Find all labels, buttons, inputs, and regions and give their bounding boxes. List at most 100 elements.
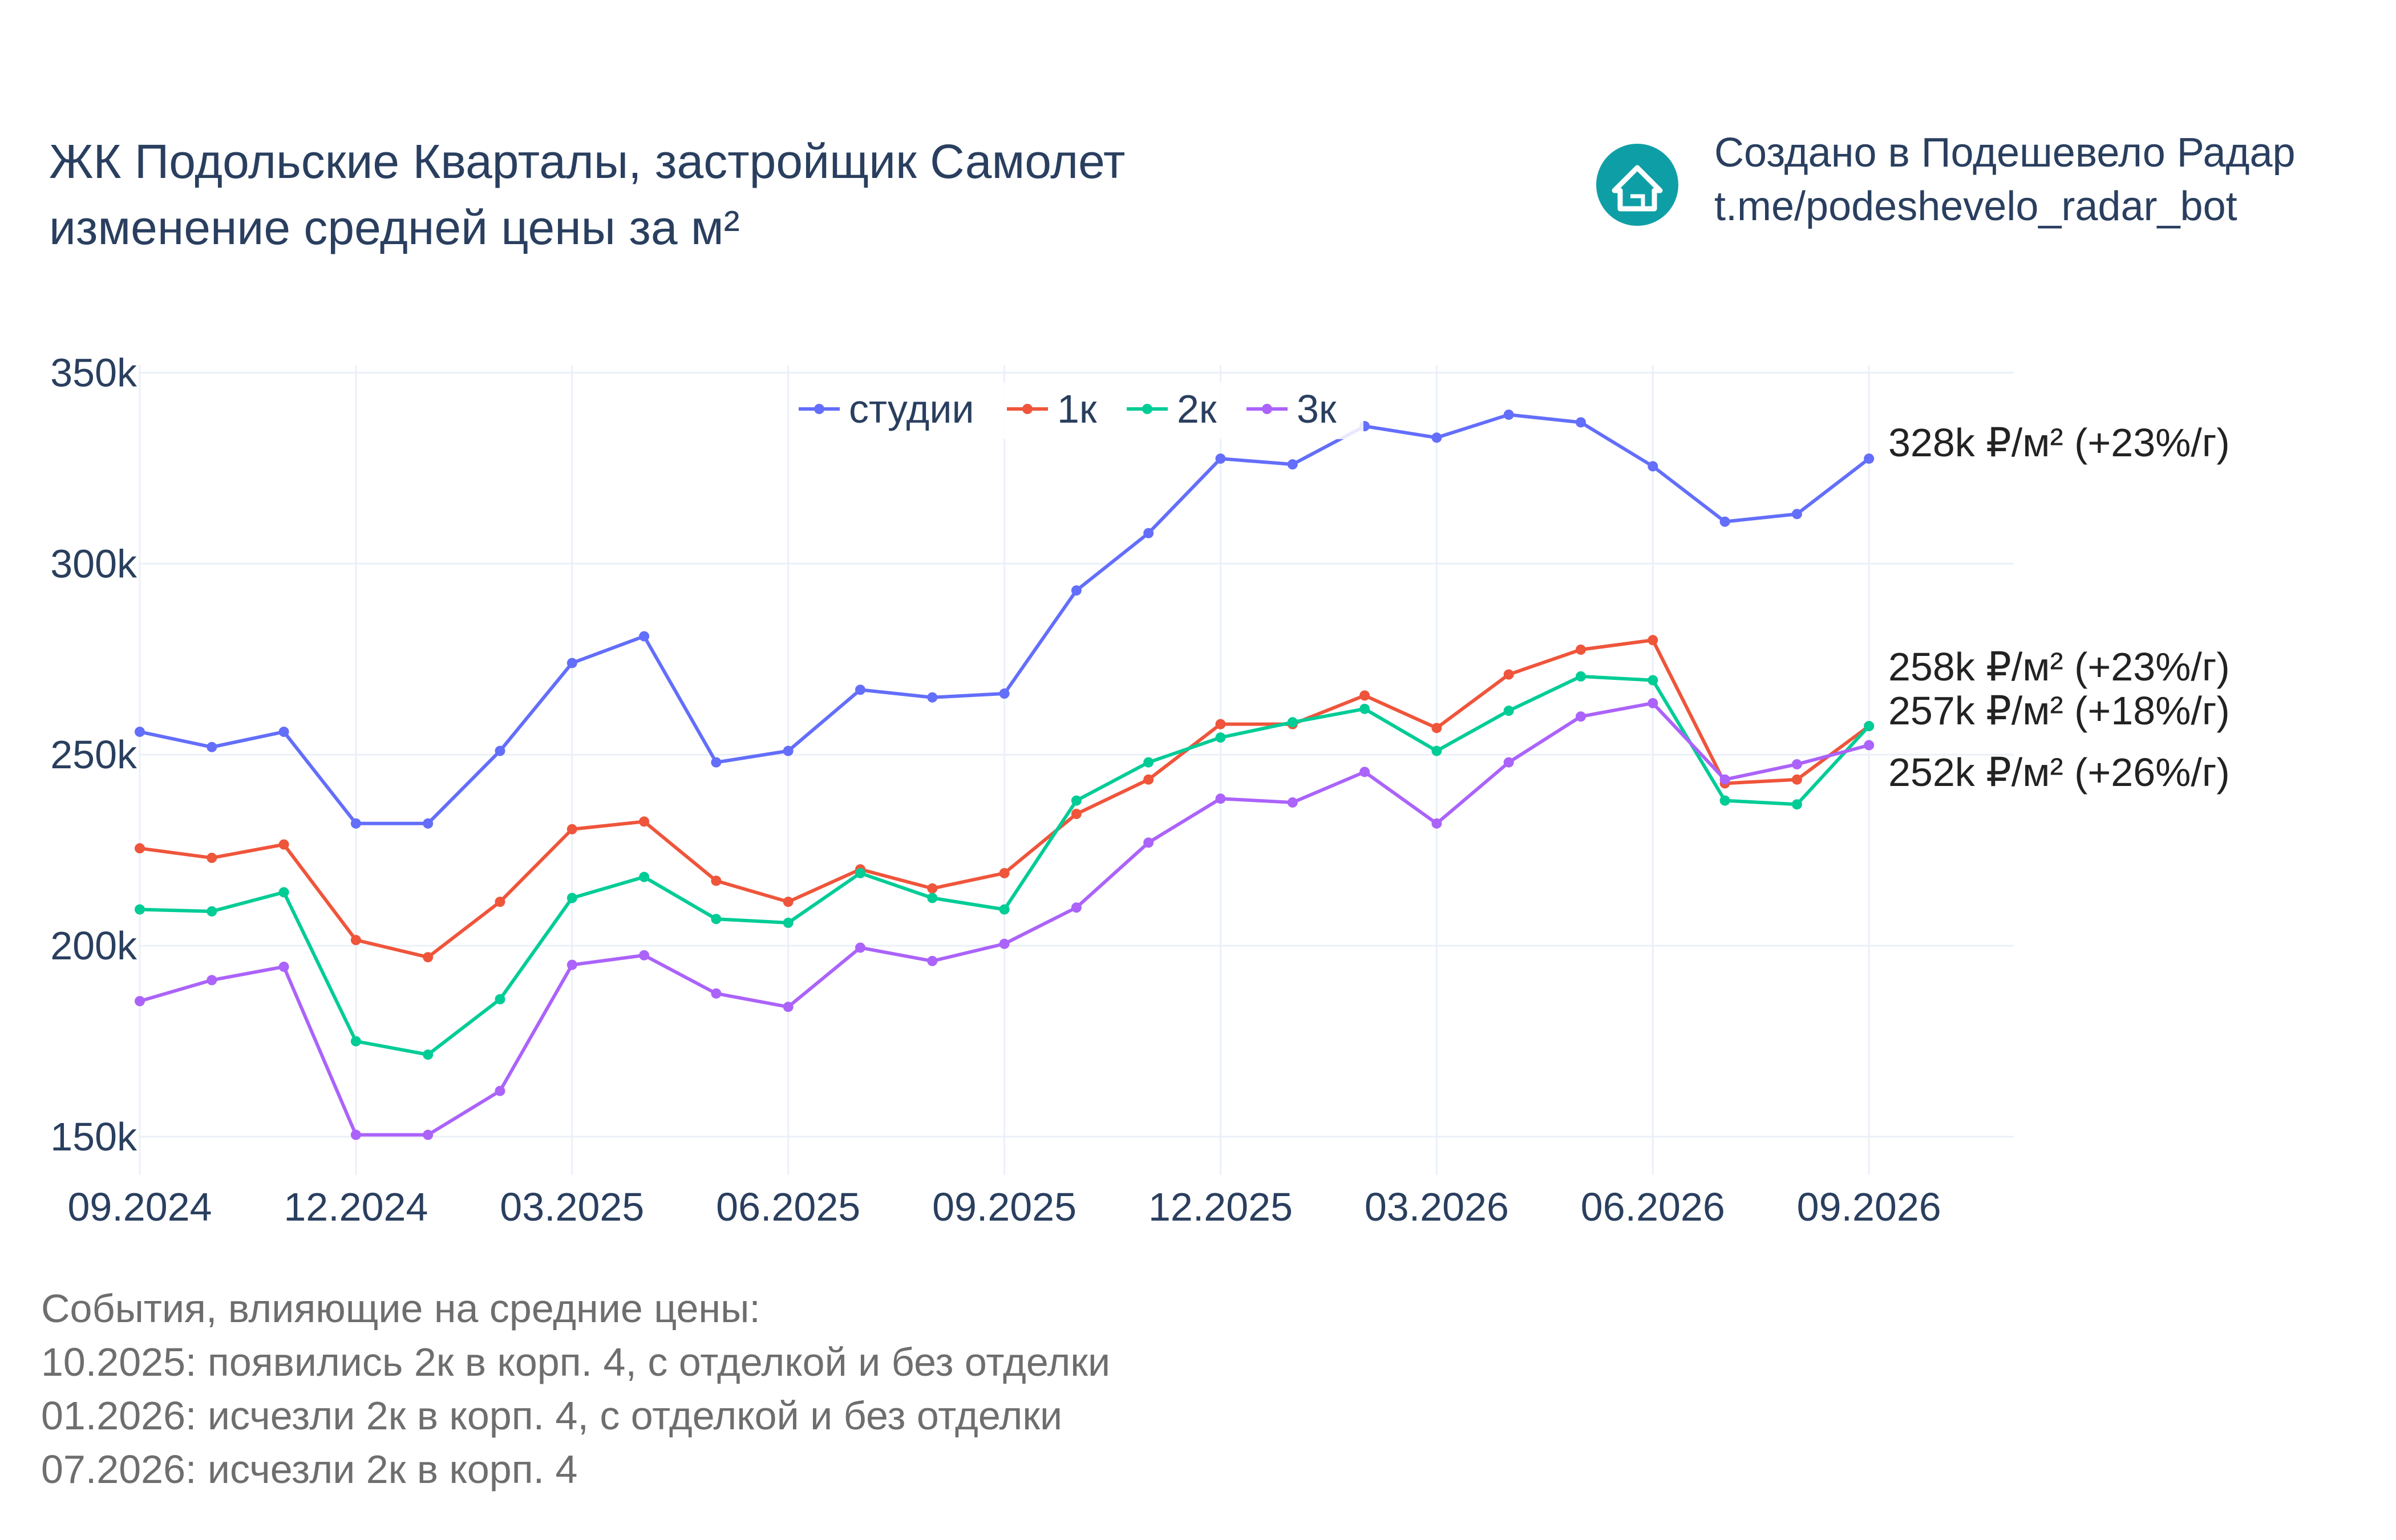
data-point bbox=[1359, 690, 1370, 701]
legend-marker bbox=[1142, 404, 1152, 414]
end-label: 258k ₽/м² (+23%/г) bbox=[1888, 645, 2230, 689]
data-point bbox=[1719, 774, 1730, 785]
data-point bbox=[278, 727, 289, 737]
grid bbox=[139, 365, 2014, 1175]
data-point bbox=[639, 631, 650, 642]
data-point bbox=[1287, 797, 1298, 808]
data-point bbox=[278, 887, 289, 898]
data-point bbox=[350, 1129, 361, 1140]
series-0 bbox=[135, 410, 1875, 829]
data-point bbox=[1576, 671, 1586, 682]
y-tick-label: 150k bbox=[50, 1115, 137, 1159]
end-label: 252k ₽/м² (+26%/г) bbox=[1888, 750, 2230, 795]
data-point bbox=[783, 745, 794, 756]
legend-marker bbox=[814, 404, 824, 414]
data-point bbox=[1071, 902, 1082, 913]
data-point bbox=[999, 688, 1010, 699]
data-point bbox=[495, 745, 505, 756]
data-point bbox=[1719, 795, 1730, 806]
data-point bbox=[1791, 799, 1802, 810]
data-point bbox=[350, 818, 361, 829]
data-point bbox=[1864, 720, 1875, 731]
legend-item[interactable]: студии bbox=[799, 387, 974, 431]
note-item: 01.2026: исчезли 2к в корп. 4, с отделко… bbox=[41, 1393, 1062, 1438]
series-layer bbox=[135, 410, 1875, 1140]
end-labels: 328k ₽/м² (+23%/г) 258k ₽/м² (+23%/г)257k… bbox=[1888, 420, 2230, 795]
x-tick-label: 12.2024 bbox=[284, 1185, 428, 1229]
data-point bbox=[855, 684, 865, 695]
x-tick-label: 12.2025 bbox=[1148, 1185, 1293, 1229]
brand-link[interactable]: t.me/podeshevelo_radar_bot bbox=[1714, 184, 2237, 229]
data-point bbox=[1215, 719, 1226, 730]
data-point bbox=[1503, 757, 1514, 768]
series-2 bbox=[135, 671, 1875, 1060]
data-point bbox=[1071, 795, 1082, 806]
data-point bbox=[495, 1085, 505, 1096]
data-point bbox=[1503, 410, 1514, 420]
data-point bbox=[927, 883, 938, 894]
data-point bbox=[1143, 757, 1154, 768]
x-tick-label: 06.2025 bbox=[716, 1185, 860, 1229]
data-point bbox=[1143, 837, 1154, 848]
legend-label: 3к bbox=[1297, 387, 1337, 431]
data-point bbox=[207, 906, 217, 917]
data-point bbox=[566, 893, 577, 903]
data-point bbox=[999, 904, 1010, 915]
data-point bbox=[1143, 774, 1154, 785]
data-point bbox=[495, 994, 505, 1004]
data-point bbox=[1431, 818, 1442, 829]
x-tick-label: 03.2026 bbox=[1365, 1185, 1509, 1229]
x-tick-label: 09.2025 bbox=[932, 1185, 1076, 1229]
data-point bbox=[278, 839, 289, 850]
data-point bbox=[566, 658, 577, 668]
legend-marker bbox=[1262, 404, 1272, 414]
legend-item[interactable]: 1к bbox=[1007, 387, 1097, 431]
data-point bbox=[711, 757, 722, 768]
legend: студии 1к 2к 3к bbox=[793, 382, 1363, 439]
legend-item[interactable]: 2к bbox=[1127, 387, 1217, 431]
legend-label: 2к bbox=[1177, 387, 1217, 431]
y-tick-label: 300k bbox=[50, 541, 137, 586]
note-item: 07.2026: исчезли 2к в корп. 4 bbox=[41, 1447, 577, 1492]
x-tick-label: 09.2026 bbox=[1797, 1185, 1941, 1229]
data-point bbox=[1864, 740, 1875, 751]
data-point bbox=[783, 897, 794, 907]
data-point bbox=[1791, 774, 1802, 785]
data-point bbox=[711, 876, 722, 886]
data-point bbox=[207, 853, 217, 864]
data-point bbox=[855, 942, 865, 953]
chart-title-line2: изменение средней цены за м² bbox=[49, 201, 740, 254]
brand-logo[interactable] bbox=[1596, 144, 1678, 226]
data-point bbox=[135, 843, 145, 854]
data-point bbox=[135, 904, 145, 915]
y-tick-label: 250k bbox=[50, 732, 137, 777]
data-point bbox=[1143, 528, 1154, 538]
data-point bbox=[135, 727, 145, 737]
data-point bbox=[1648, 698, 1658, 708]
data-point bbox=[1864, 453, 1875, 464]
data-point bbox=[423, 1129, 434, 1140]
data-point bbox=[1215, 732, 1226, 743]
legend-label: студии bbox=[849, 387, 974, 431]
data-point bbox=[711, 988, 722, 999]
x-tick-label: 09.2024 bbox=[67, 1185, 212, 1229]
data-point bbox=[1648, 635, 1658, 646]
data-point bbox=[350, 1036, 361, 1047]
data-point bbox=[1359, 767, 1370, 777]
legend-item[interactable]: 3к bbox=[1246, 387, 1337, 431]
brand-name: Создано в Подешевело Радар bbox=[1714, 130, 2296, 176]
data-point bbox=[1431, 745, 1442, 756]
x-tick-label: 03.2025 bbox=[500, 1185, 644, 1229]
data-point bbox=[783, 917, 794, 928]
data-point bbox=[1719, 516, 1730, 527]
data-point bbox=[927, 955, 938, 966]
data-point bbox=[423, 818, 434, 829]
data-point bbox=[1503, 669, 1514, 680]
notes-heading: События, влияющие на средние цены: bbox=[41, 1286, 760, 1331]
note-item: 10.2025: появились 2к в корп. 4, с отдел… bbox=[41, 1340, 1110, 1384]
data-point bbox=[278, 961, 289, 972]
series-3 bbox=[135, 698, 1875, 1140]
data-point bbox=[495, 897, 505, 907]
data-point bbox=[135, 996, 145, 1007]
data-point bbox=[639, 872, 650, 882]
